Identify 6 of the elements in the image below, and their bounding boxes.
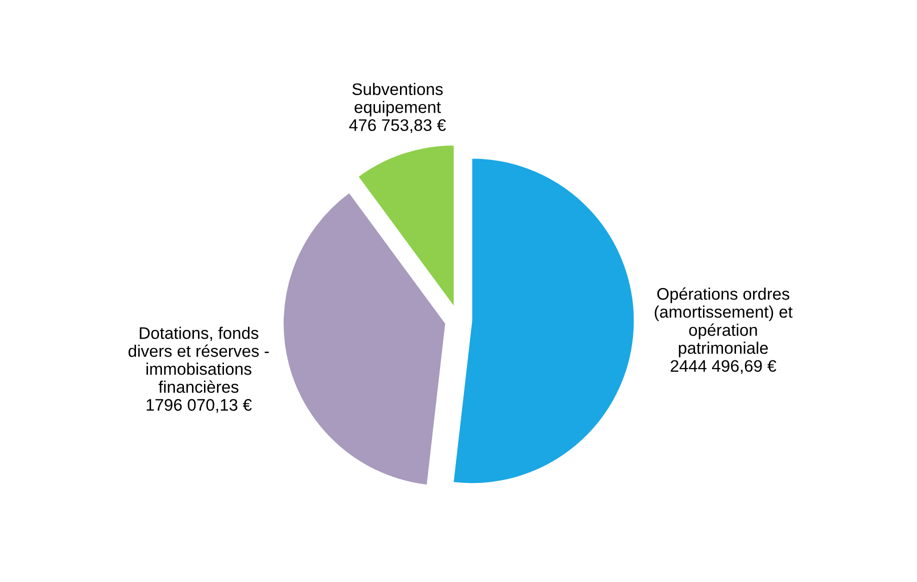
slice-label: Subventions equipement xyxy=(352,82,443,116)
slice-label: Dotations, fonds divers et réserves - immobisations financières xyxy=(128,326,269,393)
data-label: 2444 496,69 € xyxy=(670,360,776,374)
data-label: 1796 070,13 € xyxy=(146,399,252,413)
slice-label: Opérations ordres (amortissement) et opération patrimoniale xyxy=(654,287,793,358)
data-label: 476 753,83 € xyxy=(349,119,446,133)
